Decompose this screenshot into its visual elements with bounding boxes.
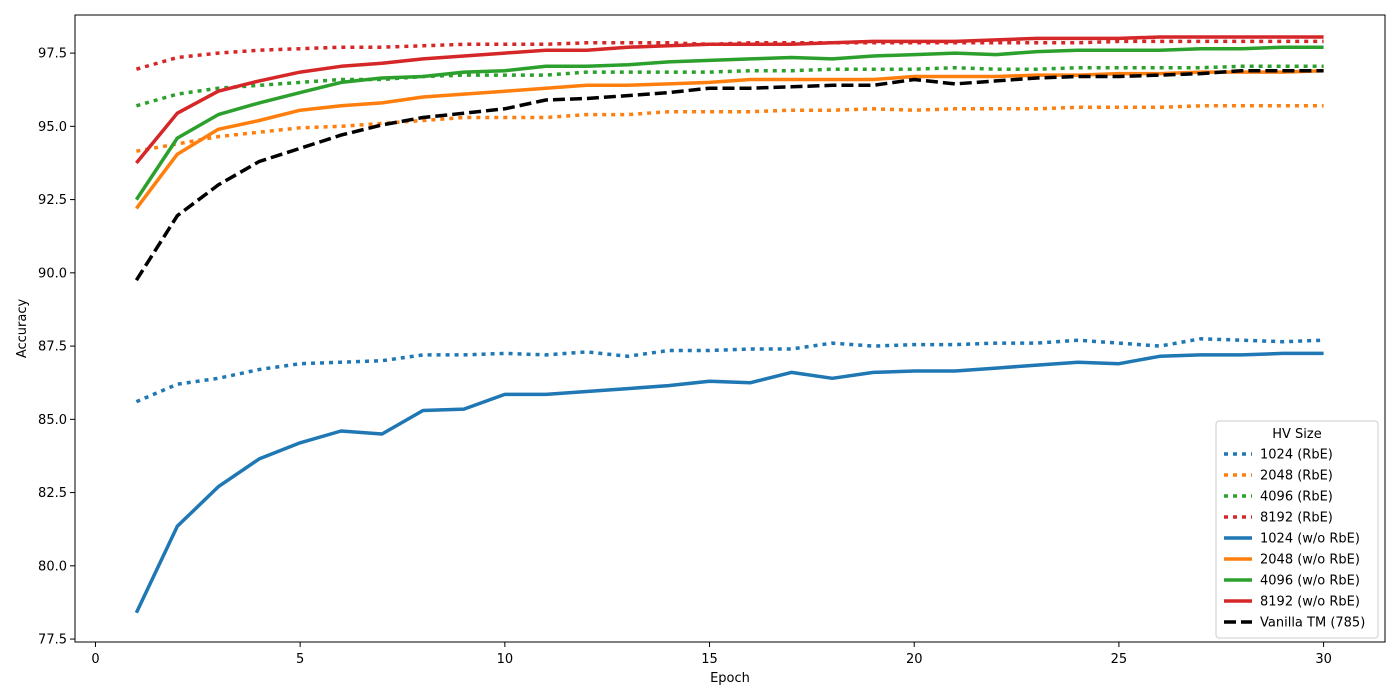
legend-label: 1024 (w/o RbE)	[1260, 532, 1360, 547]
y-tick-label: 87.5	[38, 340, 67, 355]
y-axis: 77.5 80.0 82.5 85.0 87.5 90.0 92.5 95.0 97.5	[38, 47, 75, 648]
y-tick-label: 80.0	[38, 559, 67, 574]
y-tick-label: 95.0	[38, 120, 67, 135]
x-axis: 0 5 10 15 20 25 30	[91, 642, 1332, 667]
legend-label: 2048 (RbE)	[1260, 469, 1333, 484]
series-layer	[134, 35, 1324, 614]
legend-title: HV Size	[1272, 427, 1322, 442]
legend-label: 4096 (RbE)	[1260, 490, 1333, 505]
x-tick-label: 0	[91, 652, 99, 667]
legend-label: 8192 (RbE)	[1260, 511, 1333, 526]
y-tick-label: 77.5	[38, 633, 67, 648]
x-tick-label: 10	[497, 652, 514, 667]
x-tick-label: 5	[296, 652, 304, 667]
legend-label: Vanilla TM (785)	[1260, 616, 1365, 631]
legend-label: 4096 (w/o RbE)	[1260, 574, 1360, 589]
x-tick-label: 15	[701, 652, 718, 667]
y-tick-label: 97.5	[38, 47, 67, 62]
legend-items: 1024 (RbE) 2048 (RbE) 4096 (RbE) 8192 (RbE)…	[1224, 448, 1365, 631]
y-tick-label: 92.5	[38, 193, 67, 208]
legend-label: 2048 (w/o RbE)	[1260, 553, 1360, 568]
series-line-4	[134, 351, 1324, 614]
x-tick-label: 30	[1315, 652, 1332, 667]
y-tick-label: 85.0	[38, 413, 67, 428]
series-line-2	[135, 64, 1324, 108]
y-axis-label: Accuracy	[15, 299, 30, 359]
legend-label: 1024 (RbE)	[1260, 448, 1333, 463]
x-tick-label: 20	[906, 652, 923, 667]
series-line-6	[134, 45, 1324, 201]
series-line-8	[134, 68, 1324, 282]
series-line-5	[135, 68, 1324, 210]
x-tick-label: 25	[1111, 652, 1128, 667]
legend: HV Size 1024 (RbE) 2048 (RbE) 4096 (RbE) 81…	[1215, 420, 1379, 639]
plot-frame	[74, 14, 1386, 643]
legend-label: 8192 (w/o RbE)	[1260, 595, 1360, 610]
legend-box	[1215, 420, 1379, 639]
x-axis-label: Epoch	[710, 671, 750, 686]
y-tick-label: 90.0	[38, 266, 67, 281]
y-tick-label: 82.5	[38, 486, 67, 501]
series-line-1	[136, 104, 1324, 153]
series-line-7	[135, 35, 1324, 165]
